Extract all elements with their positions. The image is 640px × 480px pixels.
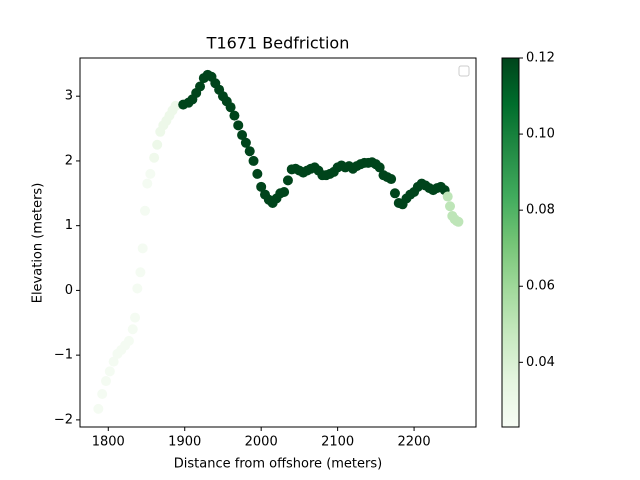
point [104,366,115,377]
point [374,162,385,173]
x-tick-label: 2000 [245,435,278,450]
point [225,102,236,113]
chart-title: T1671 Bedfriction [206,34,350,53]
x-tick-label: 1900 [168,435,201,450]
y-tick-label: 3 [65,89,73,104]
point [142,178,153,189]
point [279,187,290,198]
point [195,81,206,92]
point [149,152,160,163]
y-tick-label: 0 [65,283,73,298]
y-tick-label: −2 [54,412,73,427]
colorbar [501,57,520,428]
point [152,139,163,150]
point [170,100,181,111]
point [244,146,255,157]
point [256,181,267,192]
point [100,376,111,387]
point [97,388,108,399]
point [233,120,244,131]
point [93,403,104,414]
point [237,130,248,141]
y-tick-label: 1 [65,218,73,233]
x-axis-label: Distance from offshore (meters) [174,457,382,472]
y-axis-label: Elevation (meters) [31,183,46,304]
x-tick-label: 2200 [398,435,431,450]
y-tick-label: −1 [54,348,73,363]
x-tick-label: 2100 [321,435,354,450]
point [282,175,293,186]
point [389,188,400,199]
point [108,356,119,367]
point [252,168,263,179]
point [445,201,456,212]
point [248,155,259,166]
colorbar-tick-label: 0.12 [526,51,555,66]
colorbar-tick-label: 0.06 [526,279,555,294]
point [130,312,141,323]
y-tick-label: 2 [65,153,73,168]
point [145,168,156,179]
x-tick-label: 1800 [92,435,125,450]
colorbar-tick-label: 0.04 [526,355,555,370]
point [139,205,150,216]
point [453,216,464,227]
point [229,110,240,121]
colorbar-tick-label: 0.10 [526,127,555,142]
point [123,335,134,346]
point [135,267,146,278]
point [127,324,138,335]
legend [458,65,470,77]
plot-frame [79,57,477,428]
colorbar-tick-label: 0.08 [526,203,555,218]
point [386,174,397,185]
point [442,191,453,202]
point [137,243,148,254]
point [240,137,251,148]
point [132,283,143,294]
